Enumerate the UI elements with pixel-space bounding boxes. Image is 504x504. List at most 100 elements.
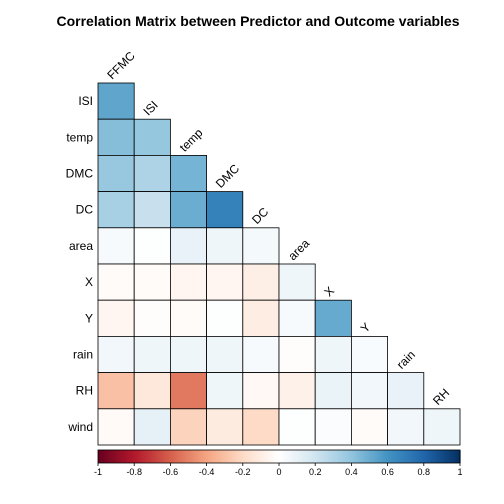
colorbar-segment <box>344 450 347 463</box>
row-label: temp <box>66 130 93 144</box>
heatmap-cell <box>169 299 207 337</box>
colorbar-tick-label: 1 <box>457 467 462 477</box>
colorbar-segment <box>170 450 173 463</box>
colorbar-segment <box>398 450 401 463</box>
colorbar-segment <box>132 450 135 463</box>
colorbar-segment <box>246 450 249 463</box>
colorbar-segment <box>449 450 452 463</box>
colorbar-segment <box>168 450 171 463</box>
heatmap-cell <box>242 299 280 337</box>
colorbar-segment <box>264 450 267 463</box>
heatmap-cell <box>350 372 388 410</box>
colorbar-segment <box>271 450 275 463</box>
colorbar-segment <box>161 450 164 463</box>
colorbar-segment <box>201 450 204 463</box>
colorbar-segment <box>268 450 271 463</box>
colorbar-segment <box>110 450 114 463</box>
colorbar-segment <box>119 450 123 463</box>
heatmap-cell <box>314 408 352 446</box>
colorbar-segment <box>248 450 251 463</box>
heatmap-cell <box>206 227 244 265</box>
colorbar-segment <box>255 450 258 463</box>
colorbar-segment <box>103 450 106 463</box>
colorbar-segment <box>434 450 438 463</box>
colorbar-segment <box>101 450 105 463</box>
colorbar-segment <box>190 450 193 463</box>
heatmap-cell <box>97 227 135 265</box>
colorbar-segment <box>389 450 392 463</box>
colorbar-segment <box>244 450 248 463</box>
colorbar-segment <box>436 450 439 463</box>
colorbar-segment <box>409 450 412 463</box>
heatmap-cell <box>133 372 171 410</box>
heatmap-cell <box>133 408 171 446</box>
colorbar-segment <box>259 450 262 463</box>
heatmap-cell <box>278 408 316 446</box>
heatmap-cell <box>169 335 207 373</box>
colorbar-tick-label: 0.6 <box>381 467 394 477</box>
heatmap-cell <box>97 408 135 446</box>
colorbar-segment <box>336 450 340 463</box>
colorbar-segment <box>152 450 155 463</box>
heatmap-cell <box>133 118 171 156</box>
colorbar-segment <box>233 450 237 463</box>
heatmap-cell <box>97 191 135 229</box>
heatmap-cell <box>206 372 244 410</box>
colorbar-segment <box>418 450 421 463</box>
colorbar-segment <box>289 450 293 463</box>
colorbar-segment <box>403 450 407 463</box>
colorbar-segment <box>166 450 170 463</box>
column-label: area <box>285 236 312 263</box>
heatmap-cell <box>133 299 171 337</box>
colorbar-segment <box>445 450 448 463</box>
colorbar-segment <box>416 450 419 463</box>
colorbar-segment <box>405 450 409 463</box>
colorbar-segment <box>224 450 228 463</box>
colorbar-segment <box>253 450 257 463</box>
colorbar-segment <box>333 450 336 463</box>
colorbar-segment <box>257 450 260 463</box>
colorbar-segment <box>134 450 137 463</box>
heatmap-cell <box>97 82 135 120</box>
colorbar-segment <box>219 450 222 463</box>
row-label: wind <box>67 420 93 434</box>
colorbar-segment <box>411 450 414 463</box>
colorbar-segment <box>431 450 434 463</box>
column-label: rain <box>394 348 418 372</box>
colorbar-segment <box>454 450 457 463</box>
heatmap-cell <box>314 299 352 337</box>
colorbar-segment <box>184 450 188 463</box>
colorbar-segment <box>358 450 362 463</box>
colorbar-segment <box>420 450 423 463</box>
colorbar-segment <box>202 450 206 463</box>
colorbar-segment <box>108 450 112 463</box>
heatmap-cell <box>169 227 207 265</box>
heatmap-cell <box>314 372 352 410</box>
heatmap-cell <box>133 263 171 301</box>
colorbar-segment <box>159 450 162 463</box>
colorbar-segment <box>414 450 418 463</box>
colorbar-segment <box>186 450 190 463</box>
colorbar-segment <box>427 450 430 463</box>
colorbar-segment <box>188 450 191 463</box>
heatmap-cell <box>169 263 207 301</box>
colorbar-segment <box>291 450 295 463</box>
colorbar-segment <box>177 450 181 463</box>
colorbar-segment <box>206 450 210 463</box>
colorbar-segment <box>351 450 354 463</box>
colorbar-segment <box>148 450 152 463</box>
colorbar-segment <box>458 450 461 463</box>
colorbar-segment <box>230 450 233 463</box>
colorbar-segment <box>123 450 126 463</box>
colorbar-segment <box>380 450 383 463</box>
heatmap-cell <box>242 263 280 301</box>
colorbar-segment <box>327 450 331 463</box>
colorbar-segment <box>412 450 416 463</box>
heatmap-cell <box>314 335 352 373</box>
colorbar-segment <box>163 450 166 463</box>
heatmap-cell <box>242 227 280 265</box>
colorbar-segment <box>429 450 432 463</box>
colorbar-segment <box>146 450 150 463</box>
row-label: DC <box>76 203 94 217</box>
